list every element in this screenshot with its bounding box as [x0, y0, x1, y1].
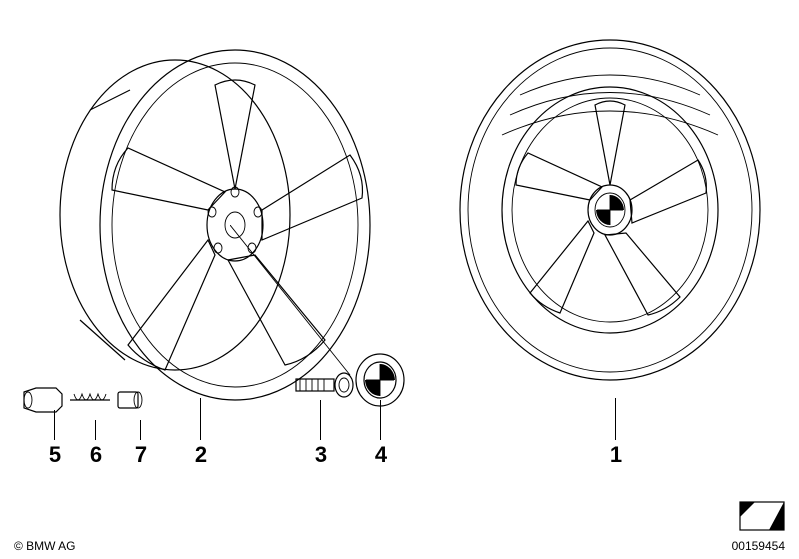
leader-6	[95, 420, 96, 440]
document-id: 00159454	[732, 539, 785, 553]
callout-2: 2	[189, 442, 213, 468]
bolt-guideline	[230, 225, 370, 385]
callout-1: 1	[604, 442, 628, 468]
callout-7: 7	[129, 442, 153, 468]
callout-4: 4	[369, 442, 393, 468]
leader-3	[320, 400, 321, 440]
complete-wheel-illustration	[440, 35, 770, 385]
valve-illustration	[18, 370, 158, 430]
leader-2	[200, 398, 201, 440]
leader-1	[615, 398, 616, 440]
copyright-text: © BMW AG	[14, 539, 76, 553]
leader-5	[54, 410, 55, 440]
leader-7	[140, 420, 141, 440]
callout-6: 6	[84, 442, 108, 468]
callout-3: 3	[309, 442, 333, 468]
callout-5: 5	[43, 442, 67, 468]
page-corner-icon	[739, 501, 785, 531]
leader-4	[380, 400, 381, 440]
